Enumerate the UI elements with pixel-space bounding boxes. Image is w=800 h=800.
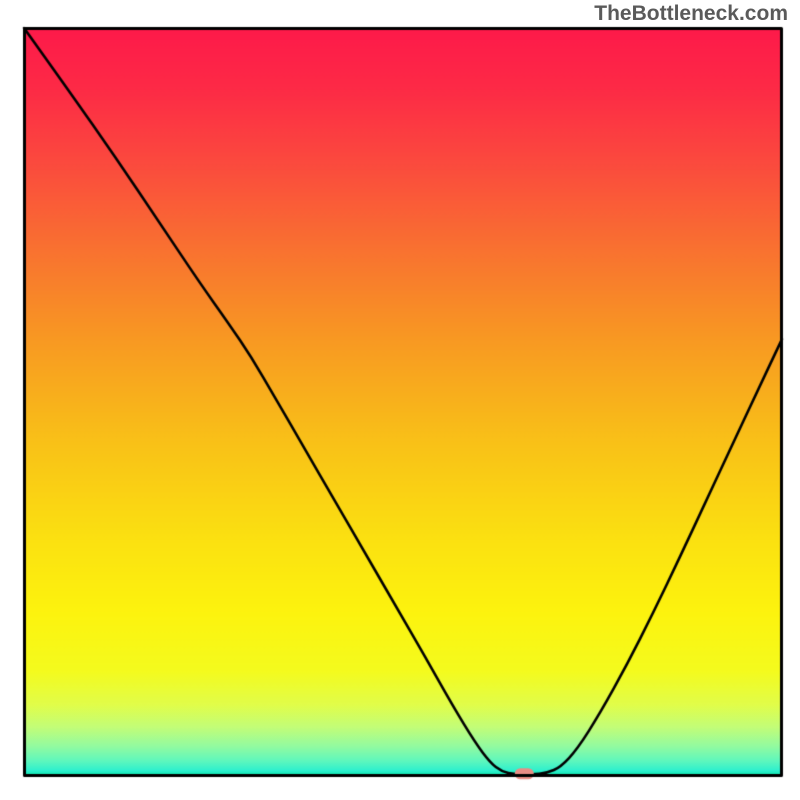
chart-container: TheBottleneck.com: [0, 0, 800, 800]
source-watermark: TheBottleneck.com: [594, 2, 788, 26]
bottleneck-chart-canvas: [0, 0, 800, 800]
